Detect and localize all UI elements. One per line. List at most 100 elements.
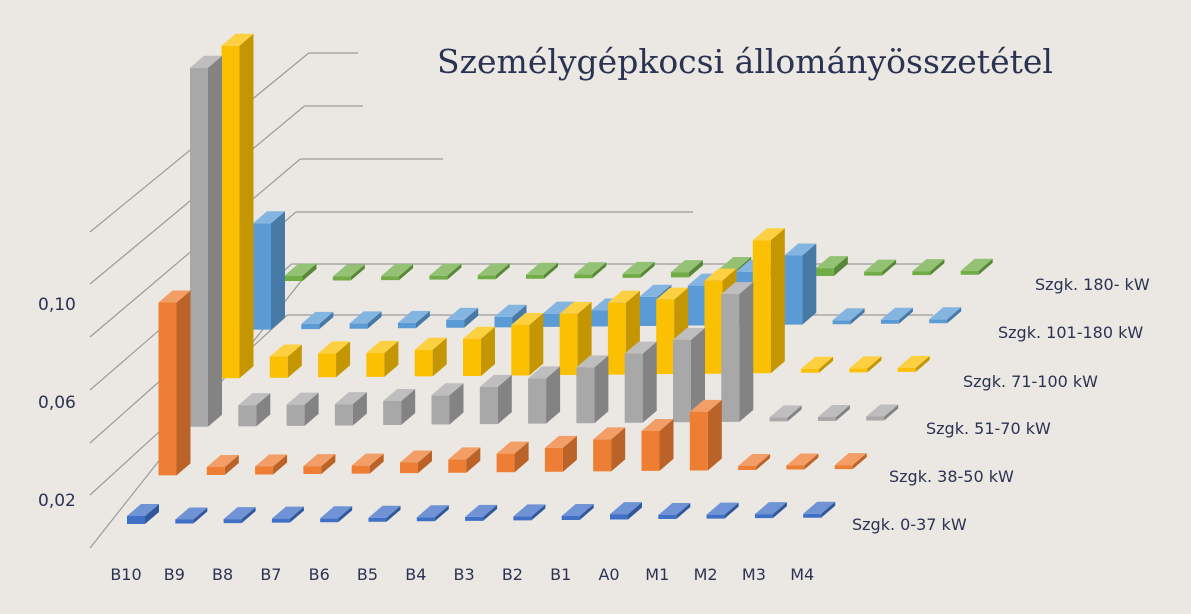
bar-top	[607, 290, 640, 303]
bar-2-11	[721, 282, 754, 422]
y-tick-label: 0,06	[38, 393, 76, 413]
bar-top	[803, 501, 836, 514]
bar-side	[739, 282, 754, 422]
bar-5-2	[381, 264, 414, 281]
chart-title: Személygépkocsi állományösszetétel	[437, 42, 1053, 81]
bar-top	[849, 356, 882, 369]
bar-3-11	[752, 228, 785, 374]
bar-front	[721, 294, 740, 422]
bar-side	[401, 389, 416, 425]
bar-side	[930, 259, 945, 276]
bar-front	[593, 439, 612, 472]
bar-top	[366, 340, 399, 353]
bar-front	[687, 285, 706, 326]
series-label: Szgk. 71-100 kW	[963, 372, 1098, 391]
bar-side	[399, 264, 414, 281]
bar-side	[273, 454, 288, 475]
bar-front	[494, 316, 513, 328]
bar-side	[833, 256, 848, 277]
bar-front	[912, 271, 931, 276]
bar-5-12	[864, 259, 897, 276]
bar-side	[239, 33, 254, 379]
bar-front	[223, 519, 242, 524]
bar-front	[255, 466, 274, 475]
bar-4-3	[397, 310, 430, 329]
bar-front	[542, 313, 561, 327]
bar-top	[834, 453, 867, 466]
bar-side	[819, 356, 834, 373]
bar-1-1	[206, 454, 239, 475]
bar-front	[284, 275, 303, 281]
series-label: Szgk. 101-180 kW	[998, 323, 1143, 342]
bar-side	[434, 505, 449, 522]
bar-front	[400, 462, 418, 474]
bar-1-4	[351, 453, 384, 474]
bar-side	[415, 310, 430, 329]
bar-side	[464, 307, 479, 328]
bar-top	[223, 507, 256, 520]
bar-side	[978, 258, 993, 275]
bar-side	[256, 393, 271, 427]
bar-front	[158, 302, 177, 476]
bar-top	[561, 503, 594, 516]
bar-4-4	[446, 307, 479, 328]
category-label: M4	[790, 565, 814, 584]
bar-top	[221, 33, 254, 46]
bar-front	[880, 319, 899, 324]
bar-side	[915, 355, 930, 372]
bar-side	[145, 504, 159, 524]
bar-top	[301, 311, 334, 324]
bar-side	[287, 344, 302, 378]
bar-layer	[127, 33, 993, 524]
bar-top	[334, 392, 367, 405]
bar-front	[849, 368, 868, 373]
bar-front	[368, 517, 387, 522]
bar-top	[574, 262, 607, 275]
bar-side	[579, 503, 594, 520]
series-label: Szgk. 38-50 kW	[889, 467, 1014, 486]
bar-side	[241, 507, 256, 524]
bar-front	[801, 368, 820, 373]
bar-top	[284, 263, 317, 276]
bar-3-14	[897, 355, 930, 372]
bar-front	[769, 417, 788, 422]
y-tick-label: 0,02	[38, 491, 76, 511]
bar-side	[529, 312, 544, 376]
bar-2-7	[528, 366, 561, 424]
category-label: B10	[110, 565, 141, 584]
bar-front	[656, 299, 675, 375]
bar-top	[465, 504, 498, 517]
bar-4-14	[929, 307, 962, 324]
bar-3-7	[559, 301, 592, 376]
bar-0-12	[706, 502, 739, 519]
bar-front	[866, 416, 885, 421]
bar-top	[801, 356, 834, 369]
bar-0-10	[610, 502, 642, 520]
bar-5-13	[912, 259, 945, 276]
category-label: B3	[454, 565, 475, 584]
bar-front	[803, 513, 822, 518]
category-label: M2	[694, 565, 718, 584]
bar-front	[127, 516, 145, 524]
bar-top	[622, 261, 655, 274]
y-tick-label: 0,10	[38, 295, 76, 315]
bar-side	[447, 263, 462, 280]
bar-front	[221, 45, 240, 379]
bar-top	[253, 211, 285, 224]
bar-front	[238, 405, 257, 427]
bar-front	[670, 272, 689, 278]
bar-side	[898, 307, 913, 324]
bar-side	[386, 505, 401, 522]
bar-top	[429, 263, 462, 276]
bar-front	[190, 67, 208, 427]
bar-top	[511, 312, 544, 325]
bar-top	[528, 366, 561, 379]
bar-3-6	[511, 312, 544, 376]
bar-top	[542, 301, 575, 314]
bar-3-5	[463, 326, 495, 376]
bar-side	[432, 337, 447, 377]
bar-5-11	[815, 256, 848, 277]
bar-front	[397, 322, 416, 329]
bar-front	[446, 319, 465, 328]
bar-side	[449, 383, 464, 425]
